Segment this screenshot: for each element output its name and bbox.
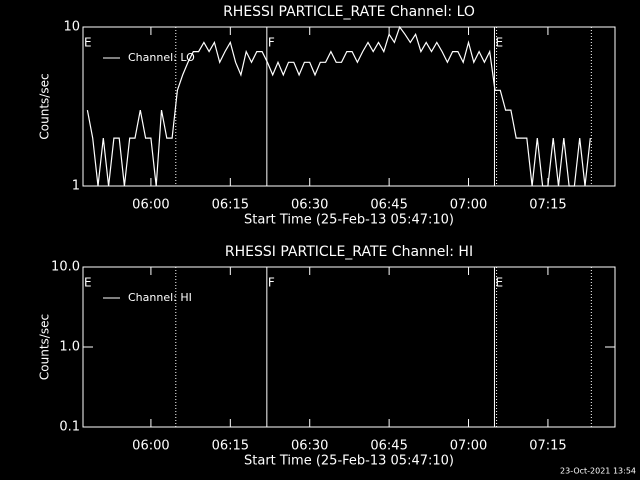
- y-axis-label: Counts/sec: [38, 314, 52, 380]
- event-label: F: [268, 36, 275, 50]
- y-tick-label: 1: [72, 179, 80, 194]
- x-tick-label: 06:30: [291, 439, 328, 454]
- event-label: E: [84, 36, 92, 50]
- event-label: F: [268, 276, 275, 290]
- x-tick-label: 07:00: [450, 198, 487, 213]
- x-tick-label: 06:45: [370, 198, 407, 213]
- x-tick-label: 06:15: [212, 439, 249, 454]
- y-tick-label: 0.1: [59, 420, 80, 435]
- x-axis-label: Start Time (25-Feb-13 05:47:10): [244, 454, 454, 469]
- chart-title: RHESSI PARTICLE_RATE Channel: LO: [223, 4, 475, 20]
- chart-title: RHESSI PARTICLE_RATE Channel: HI: [225, 244, 473, 260]
- x-axis-label: Start Time (25-Feb-13 05:47:10): [244, 213, 454, 228]
- y-tick-label: 1.0: [59, 340, 80, 355]
- x-tick-label: 07:00: [450, 439, 487, 454]
- x-tick-label: 07:15: [529, 439, 566, 454]
- y-tick-label: 10.0: [51, 260, 80, 275]
- x-tick-label: 07:15: [529, 198, 566, 213]
- x-tick-label: 06:00: [132, 439, 169, 454]
- legend-label: Channel: HI: [128, 291, 192, 304]
- event-label: E: [495, 36, 503, 50]
- y-axis-label: Counts/sec: [38, 73, 52, 139]
- y-tick-label: 10: [63, 20, 80, 35]
- footer: 23-Oct-2021 13:54: [560, 467, 636, 476]
- event-label: E: [84, 276, 92, 290]
- data-line: [86, 25, 591, 187]
- x-tick-label: 06:15: [212, 198, 249, 213]
- event-label: E: [495, 276, 503, 290]
- legend-label: Channel: LO: [128, 51, 195, 64]
- plot-frame: [82, 26, 616, 187]
- x-tick-label: 06:30: [291, 198, 328, 213]
- x-tick-label: 06:00: [132, 198, 169, 213]
- x-tick-label: 06:45: [370, 439, 407, 454]
